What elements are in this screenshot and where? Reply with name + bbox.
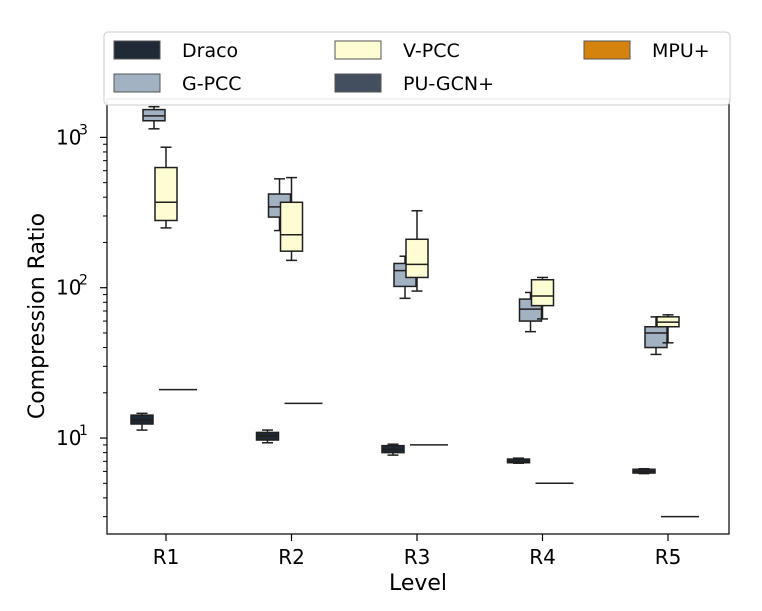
x-tick-label: R5: [655, 545, 682, 569]
legend-swatch: [583, 40, 631, 60]
box: [154, 166, 178, 222]
series-g-pcc: [142, 105, 668, 356]
box: [644, 325, 668, 349]
legend-label: PU-GCN+: [403, 73, 494, 95]
legend-label: MPU+: [652, 40, 710, 62]
plot-area: [130, 105, 699, 518]
y-axis-label: Compression Ratio: [25, 213, 50, 419]
y-tick-exponent: 2: [79, 273, 88, 289]
x-tick-label: R1: [153, 545, 180, 569]
box: [530, 278, 555, 307]
y-tick-exponent: 3: [79, 122, 88, 138]
legend-swatch: [334, 40, 382, 60]
box: [405, 238, 429, 279]
box: [279, 201, 304, 252]
legend-label: V-PCC: [403, 40, 460, 62]
x-tick-label: R4: [529, 545, 556, 569]
legend-label: G-PCC: [182, 73, 242, 95]
y-tick-label: 10: [56, 426, 81, 450]
x-axis-ticks: R1 R2 R3 R4 R5: [153, 534, 682, 569]
y-tick-label: 10: [56, 125, 81, 149]
series-pu-gcn-: [159, 388, 699, 518]
series-v-pcc: [154, 146, 680, 344]
legend-swatch: [113, 40, 161, 60]
legend-swatch: [334, 73, 382, 93]
series-draco: [130, 412, 656, 475]
legend-swatch: [113, 73, 161, 93]
y-tick-label: 10: [56, 276, 81, 300]
x-tick-label: R2: [278, 545, 305, 569]
legend-frame: [103, 31, 731, 106]
x-tick-label: R3: [404, 545, 431, 569]
legend: Draco G-PCC V-PCC PU-GCN+ MPU+: [103, 31, 731, 106]
x-axis-label: Level: [389, 571, 447, 596]
y-tick-exponent: 1: [79, 423, 88, 439]
legend-label: Draco: [182, 40, 238, 62]
